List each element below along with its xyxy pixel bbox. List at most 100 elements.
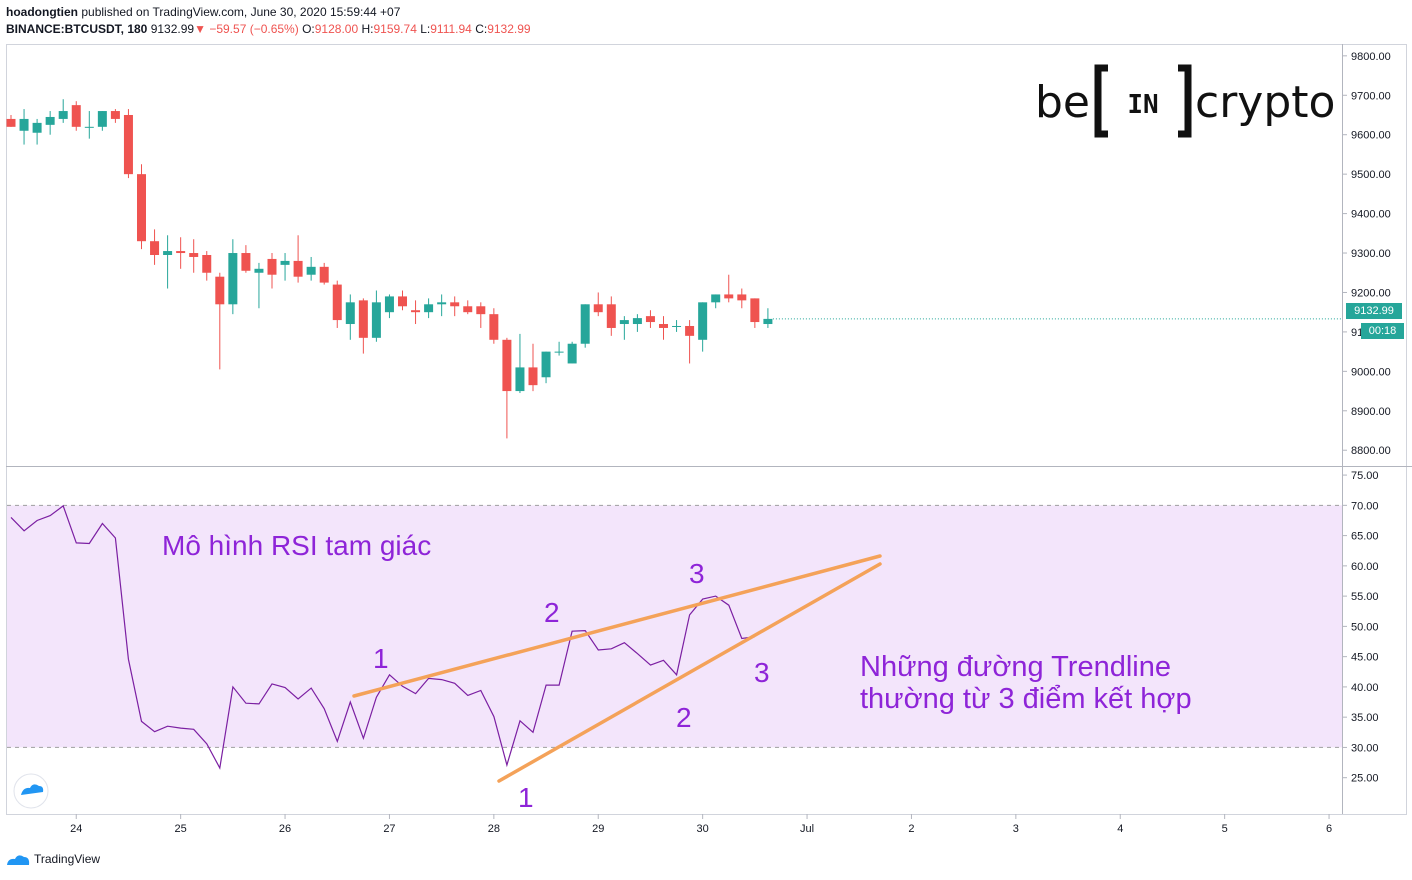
candle-down [645, 316, 655, 323]
rsi-tick-label: 60.00 [1351, 561, 1379, 573]
candle-down [202, 255, 212, 273]
candle-down [267, 258, 277, 275]
rsi-tick-label: 70.00 [1351, 500, 1379, 512]
candle-up [371, 302, 381, 338]
time-tick-label: Jul [800, 823, 814, 835]
time-tick-label: 26 [279, 823, 291, 835]
candle-down [659, 324, 668, 328]
symbol-name[interactable]: BINANCE:BTCUSDT, 180 [6, 22, 148, 36]
last-price: 9132.99 [150, 22, 195, 36]
candle-up [619, 320, 629, 325]
time-tick-label: 4 [1117, 823, 1123, 835]
candle-down [150, 241, 160, 255]
candle-down [450, 302, 460, 307]
time-tick-label: 29 [592, 823, 604, 835]
candle-down [398, 296, 407, 307]
beincrypto-logo: be IN crypto [1035, 62, 1335, 140]
rsi-tick-label: 35.00 [1351, 712, 1379, 724]
candle-down [463, 306, 473, 313]
price-tick-label: 9200.00 [1351, 287, 1391, 299]
rsi-tick-label: 55.00 [1351, 591, 1379, 603]
publish-info: hoadongtien published on TradingView.com… [6, 5, 400, 19]
rsi-tick-label: 45.00 [1351, 652, 1379, 664]
lower-point-1-label: 1 [518, 782, 534, 813]
down-arrow-icon: ▼ [194, 22, 206, 36]
high-label: H: [361, 22, 374, 36]
rsi-tick-label: 50.00 [1351, 621, 1379, 633]
candle-down [724, 294, 734, 299]
candle-down [489, 314, 499, 340]
trend-note-line-1: Những đường Trendline [860, 651, 1171, 683]
symbol-info: BINANCE:BTCUSDT, 180 9132.99▼ −59.57 (−0… [6, 22, 531, 36]
author-name[interactable]: hoadongtien [6, 5, 78, 19]
price-tick-label: 9300.00 [1351, 248, 1391, 260]
candle-down [110, 111, 120, 119]
candle-down [241, 253, 251, 271]
price-tick-label: 8900.00 [1351, 406, 1391, 418]
candle-down [332, 284, 342, 321]
current-price-badge: 9132.99 [1346, 303, 1402, 319]
candle-up [437, 302, 447, 305]
time-tick-label: 3 [1013, 823, 1019, 835]
candle-down [606, 304, 616, 328]
candle-down [476, 306, 486, 315]
logo-crypto-text: crypto [1195, 77, 1335, 128]
footer-brand[interactable]: TradingView [34, 852, 101, 866]
candle-down [528, 367, 538, 386]
candle-up [541, 351, 551, 378]
close-value: 9132.99 [487, 22, 531, 36]
price-change: −59.57 (−0.65%) [209, 22, 299, 36]
logo-in-text: IN [1127, 90, 1158, 120]
candle-up [698, 302, 708, 340]
candle-up [632, 318, 642, 325]
upper-trendline [352, 554, 882, 698]
candle-up [19, 118, 29, 131]
candle-up [672, 325, 682, 327]
candle-down [685, 325, 695, 336]
time-tick-label: 25 [175, 823, 187, 835]
candle-up [58, 111, 68, 119]
rsi-tick-label: 30.00 [1351, 742, 1379, 754]
lower-trendline [497, 562, 882, 783]
upper-point-1-label: 1 [373, 643, 389, 674]
time-tick-label: 30 [697, 823, 709, 835]
candle-up [84, 126, 94, 128]
tradingview-badge[interactable] [13, 773, 49, 809]
candle-up [424, 304, 434, 313]
high-value: 9159.74 [373, 22, 417, 36]
candle-down [123, 114, 133, 175]
logo-bracket-gap-top [1108, 62, 1178, 74]
price-tick-label: 9000.00 [1351, 366, 1391, 378]
candle-down [137, 174, 146, 242]
price-tick-label: 9500.00 [1351, 169, 1391, 181]
time-tick-label: 28 [488, 823, 500, 835]
bar-countdown-badge: 00:18 [1361, 323, 1404, 339]
footer: TradingView [6, 852, 100, 866]
logo-be-text: be [1035, 77, 1090, 128]
cloud-icon [21, 784, 44, 795]
candle-up [163, 251, 173, 255]
time-tick-label: 2 [908, 823, 914, 835]
candle-up [554, 351, 564, 353]
candle-down [737, 294, 747, 301]
candle-up [228, 253, 238, 305]
rsi-tick-label: 65.00 [1351, 531, 1379, 543]
candle-up [254, 268, 264, 273]
candle-down [411, 310, 421, 313]
published-text: published on TradingView.com, June 30, 2… [81, 5, 401, 19]
rsi-tick-label: 40.00 [1351, 682, 1379, 694]
time-tick-label: 24 [70, 823, 82, 835]
candle-up [45, 116, 55, 125]
candle-up [711, 294, 721, 303]
candle-up [515, 367, 525, 392]
rsi-series-line [10, 504, 755, 770]
price-tick-label: 8800.00 [1351, 445, 1391, 457]
logo-bracket-gap-bottom [1108, 128, 1178, 140]
candle-up [384, 296, 394, 313]
candle-down [502, 339, 512, 392]
candle-up [32, 122, 42, 133]
open-label: O: [302, 22, 315, 36]
candle-down [293, 260, 303, 277]
price-tick-label: 9600.00 [1351, 130, 1391, 142]
